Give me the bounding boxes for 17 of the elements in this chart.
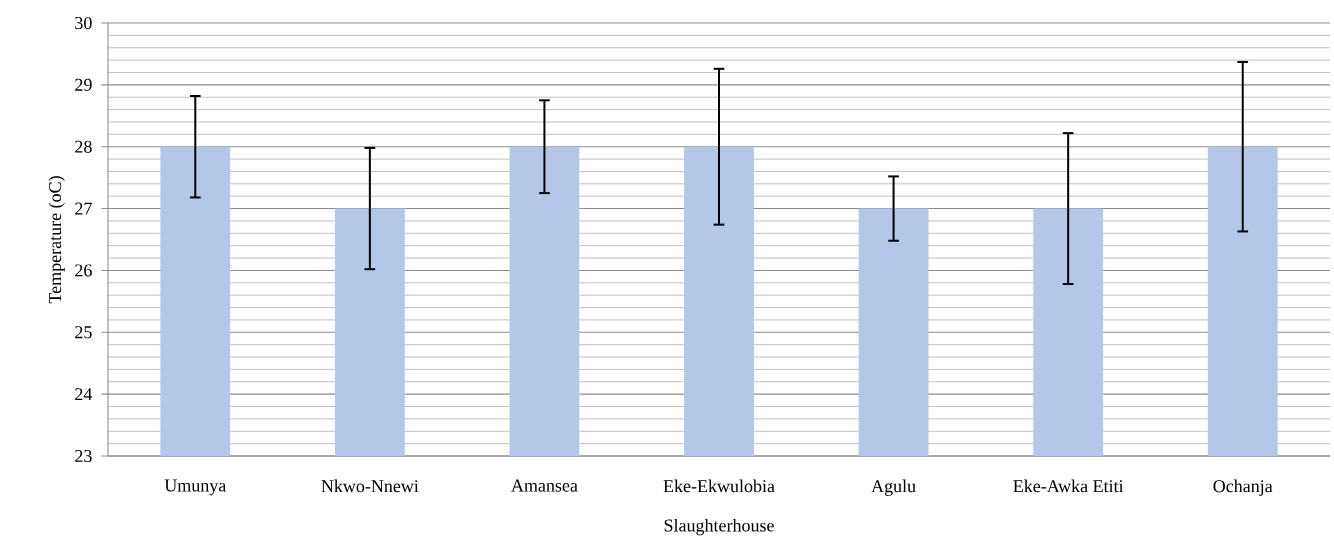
x-tick-label: Eke-Awka Etiti <box>1013 479 1124 493</box>
x-tick-label: Ochanja <box>1213 479 1273 496</box>
y-tick-label: 23 <box>75 449 92 463</box>
x-tick-label: Agulu <box>871 479 916 496</box>
x-axis-title: Slaughterhouse <box>664 518 774 536</box>
y-tick-label: 25 <box>75 326 92 339</box>
y-tick-label: 30 <box>75 16 92 30</box>
y-tick-label: 26 <box>75 264 92 277</box>
y-tick-label: 29 <box>75 78 92 91</box>
x-tick-label: Eke-Ekwulobia <box>663 479 775 493</box>
x-tick-label: Nkwo-Nnewi <box>321 479 419 493</box>
y-tick-label: 28 <box>75 140 92 153</box>
y-axis-title: Temperature (oC) <box>48 176 65 304</box>
y-tick-label: 24 <box>75 388 93 401</box>
y-tick-label: 27 <box>75 202 92 215</box>
x-tick-label: Amansea <box>511 479 578 492</box>
x-tick-label: Umunya <box>164 479 227 496</box>
